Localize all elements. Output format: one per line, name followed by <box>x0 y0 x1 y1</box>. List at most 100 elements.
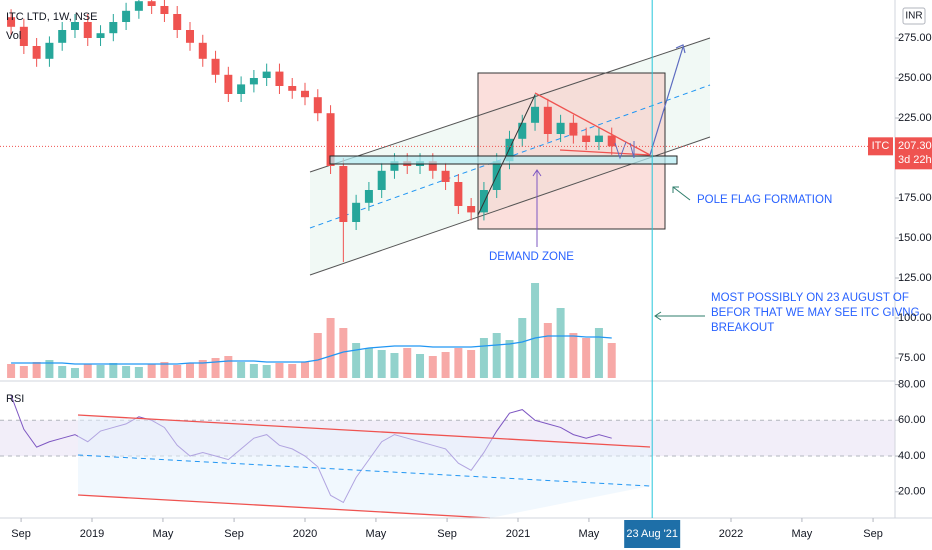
rsi-tick-label: 80.00 <box>898 378 926 390</box>
rsi-trend-top <box>77 414 651 448</box>
candle-body <box>505 138 514 162</box>
volume-bar <box>96 365 105 378</box>
candle-body <box>479 190 488 213</box>
volume-bar <box>531 283 540 378</box>
candle-body <box>58 30 67 43</box>
volume-bar <box>58 366 67 378</box>
candle-body <box>339 166 348 222</box>
x-tick-label: Sep <box>224 528 244 540</box>
volume-bar <box>403 348 412 378</box>
candle-body <box>352 202 361 222</box>
x-tick-label: May <box>579 528 600 540</box>
symbol-box <box>868 137 893 156</box>
volume-bar <box>237 362 246 378</box>
last-price-box <box>895 137 932 170</box>
candle-body <box>275 71 284 86</box>
annotation: DEMAND ZONE <box>489 251 574 263</box>
candle-body <box>454 182 463 206</box>
annotation: MOST POSSIBLY ON 23 AUGUST OF <box>711 292 909 304</box>
arrow-head <box>532 169 542 177</box>
x-tick-label: 2022 <box>719 528 743 540</box>
candle-body <box>377 170 386 190</box>
candle-body <box>556 122 565 134</box>
candle-body <box>326 113 335 166</box>
x-tick-label: May <box>792 528 813 540</box>
rsi-tick-label: 60.00 <box>898 414 926 426</box>
candle-body <box>70 22 79 30</box>
volume-bar <box>441 352 450 378</box>
volume-bar <box>479 338 488 378</box>
x-tick-label: 2020 <box>293 528 317 540</box>
volume-bar <box>582 338 591 378</box>
volume-bar <box>505 340 514 378</box>
last-price-label: 207.30 <box>898 140 932 152</box>
countdown: 3d 22h <box>898 154 932 166</box>
volume-bar <box>607 343 616 378</box>
candle-body <box>198 42 207 59</box>
chart-title: ITC LTD, 1W, NSE <box>6 11 97 23</box>
volume-bar <box>198 360 207 378</box>
y-tick-label: 250.00 <box>898 72 932 84</box>
arrow-head <box>675 44 686 54</box>
volume-bar <box>7 364 16 378</box>
rsi-tick-label: 40.00 <box>898 450 926 462</box>
x-tick-label: May <box>366 528 387 540</box>
annotation: POLE FLAG FORMATION <box>697 194 832 206</box>
flag-bottom <box>559 149 651 156</box>
candle-body <box>467 206 476 213</box>
candle-body <box>173 14 182 30</box>
x-tick-label: Sep <box>437 528 457 540</box>
volume-bar <box>19 366 28 378</box>
volume-bar <box>454 348 463 378</box>
x-tick-label: May <box>153 528 174 540</box>
currency[interactable]: INR <box>905 11 922 22</box>
candle-body <box>441 170 450 182</box>
volume-bar <box>288 364 297 378</box>
volume-bar <box>249 364 258 378</box>
volume-bar <box>45 360 54 378</box>
rsi-label: RSI <box>6 393 24 405</box>
candle-body <box>147 1 156 7</box>
volume-label: Vol <box>6 30 21 42</box>
currency-box[interactable] <box>902 7 926 25</box>
pole-arrow <box>672 186 691 201</box>
volume-bar <box>147 364 156 378</box>
rsi-channel-fill <box>78 415 650 518</box>
volume-bar <box>339 328 348 378</box>
candle-body <box>543 106 552 134</box>
candle-body <box>582 135 591 142</box>
candle-body <box>301 90 310 98</box>
candle-body <box>83 22 92 38</box>
y-tick-label: 150.00 <box>898 232 932 244</box>
candle-body <box>594 135 603 142</box>
candle-body <box>569 122 578 136</box>
volume-bar <box>122 366 131 378</box>
volume-bar <box>467 350 476 378</box>
breakout-arrow <box>649 46 684 156</box>
volume-bar <box>83 364 92 378</box>
candle-body <box>160 6 169 14</box>
candle-body <box>531 106 540 123</box>
volume-bar <box>262 365 271 378</box>
arrow-head <box>672 186 679 193</box>
cursor-label: 23 Aug '21 <box>626 528 678 540</box>
volume-bar <box>160 362 169 378</box>
arrow-head <box>654 311 662 321</box>
volume-bar <box>543 323 552 378</box>
volume-bar <box>594 328 603 378</box>
volume-bar <box>416 354 425 378</box>
rsi-trend-bottom <box>77 494 491 519</box>
candle-body <box>364 190 373 203</box>
volume-bar <box>518 318 527 378</box>
candle-body <box>224 74 233 94</box>
volume-bar <box>224 356 233 378</box>
y-tick-label: 100.00 <box>898 312 932 324</box>
candle-body <box>518 122 527 139</box>
volume-bar <box>492 333 501 378</box>
volume-bar <box>364 348 373 378</box>
candle-body <box>237 84 246 94</box>
candle-body <box>211 58 220 75</box>
candle-body <box>7 17 16 27</box>
candle-body <box>313 97 322 114</box>
